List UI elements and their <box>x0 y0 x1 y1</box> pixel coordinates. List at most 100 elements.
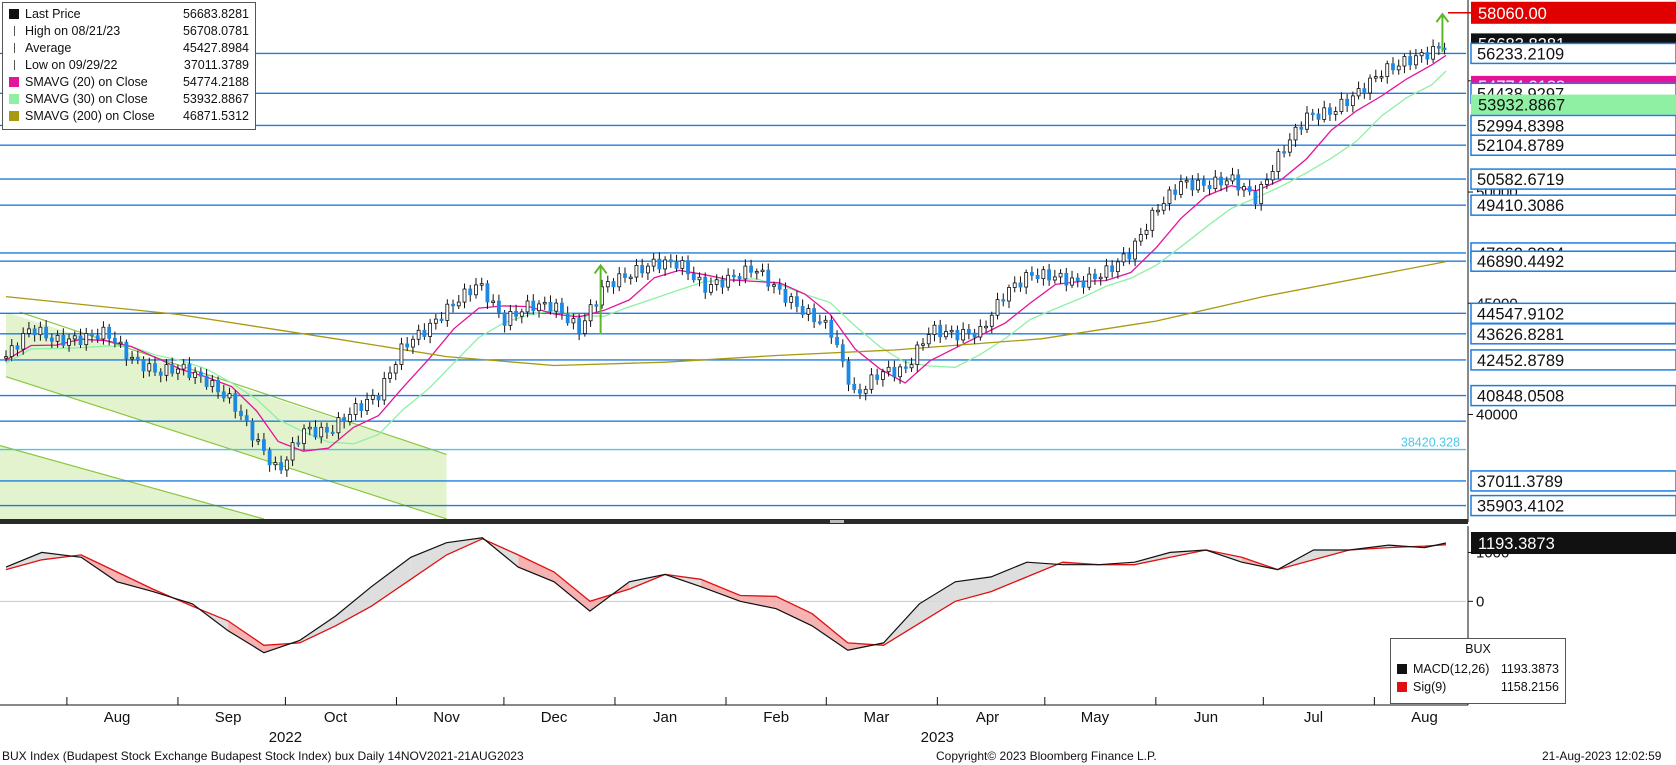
trend-line-lower <box>0 445 265 520</box>
level-label-box <box>1470 494 1676 517</box>
candle-down <box>1190 180 1195 191</box>
candle-up <box>347 414 352 422</box>
macd-legend: BUX MACD(12,26) 1193.3873 Sig(9) 1158.2156 <box>1390 638 1566 704</box>
candle-down <box>1442 47 1447 51</box>
candle-down <box>674 261 679 269</box>
candle-up <box>462 288 467 303</box>
candle-down <box>531 300 536 312</box>
candle-down <box>313 426 318 438</box>
candle-down <box>703 276 708 293</box>
level-label: 50582.6719 <box>1477 171 1564 189</box>
candle-up <box>542 301 547 305</box>
candle-up <box>84 333 89 346</box>
x-axis-month-label: Dec <box>541 709 568 726</box>
candle-up <box>926 334 931 345</box>
level-label-box <box>1470 349 1676 371</box>
candle-down <box>1001 299 1006 302</box>
candle-up <box>961 329 966 341</box>
candle-up <box>1115 261 1120 273</box>
target-label-box <box>1471 1 1676 24</box>
macd-histogram-fill <box>740 595 777 609</box>
candle-up <box>806 308 811 315</box>
level-label: 37011.3789 <box>1477 473 1563 491</box>
macd-histogram-fill <box>1134 552 1171 565</box>
candle-up <box>1350 95 1355 107</box>
candle-down <box>835 336 839 346</box>
candle-up <box>932 324 937 335</box>
candle-down <box>657 258 662 270</box>
up-arrow-aug-head <box>1435 12 1450 23</box>
candle-up <box>1276 151 1281 172</box>
candle-up <box>978 326 983 338</box>
candle-up <box>1024 272 1029 288</box>
candle-up <box>588 304 593 322</box>
candle-down <box>279 462 284 471</box>
candle-down <box>1207 184 1212 189</box>
candle-up <box>181 363 186 370</box>
candle-down <box>216 380 220 393</box>
candle-up <box>1264 179 1269 185</box>
level-label-inline: 38420.328 <box>1401 436 1460 450</box>
candle-up <box>754 271 759 274</box>
candle-up <box>456 301 461 307</box>
candle-up <box>1121 253 1126 263</box>
candle-down <box>61 334 66 346</box>
trend-channel-lower <box>5 376 447 520</box>
candle-down <box>1408 56 1413 66</box>
macd-legend-value: 1193.3873 <box>1500 662 1559 676</box>
candle-down <box>1018 282 1023 288</box>
footer-description: BUX Index (Budapest Stock Exchange Budap… <box>2 749 524 763</box>
panel-divider <box>0 519 1468 524</box>
candle-up <box>651 258 656 267</box>
candle-down <box>1075 277 1080 282</box>
candle-down <box>1425 52 1430 60</box>
candle-down <box>577 318 582 334</box>
candle-up <box>388 372 392 379</box>
average-marker-icon <box>14 43 15 53</box>
candle-up <box>1431 46 1436 60</box>
candle-up <box>411 338 415 348</box>
x-axis-month-label: Apr <box>976 709 999 726</box>
candle-up <box>995 299 1000 316</box>
candle-up <box>193 371 198 378</box>
price-legend-name: SMAVG (30) on Close <box>25 92 148 106</box>
candle-up <box>989 314 994 327</box>
candle-down <box>800 306 805 315</box>
price-legend-value: 54774.2188 <box>182 75 249 89</box>
macd-histogram-fill <box>811 613 848 651</box>
candle-up <box>1007 287 1011 302</box>
panel-divider-grip <box>830 520 844 523</box>
candle-down <box>1236 174 1241 191</box>
level-label: 49410.3086 <box>1477 197 1564 215</box>
macd-legend-name: Sig(9) <box>1413 680 1447 694</box>
candle-up <box>1356 88 1361 97</box>
candle-up <box>1305 112 1309 130</box>
sma200-line <box>5 260 1447 367</box>
macd-histogram-fill <box>991 562 1027 592</box>
candle-up <box>714 279 719 285</box>
candle-down <box>107 326 112 339</box>
candle-down <box>153 363 157 373</box>
footer-copyright: Copyright© 2023 Bloomberg Finance L.P. <box>936 749 1157 763</box>
candle-up <box>67 338 71 346</box>
candle-down <box>1345 98 1350 107</box>
price-legend-value: 56683.8281 <box>182 7 249 21</box>
candle-down <box>548 301 553 312</box>
candle-up <box>433 318 438 324</box>
candle-down <box>1253 190 1258 205</box>
candle-down <box>250 420 255 441</box>
candle-up <box>1012 282 1017 288</box>
candle-down <box>846 360 851 385</box>
candle-up <box>525 300 530 313</box>
candle-up <box>760 269 765 273</box>
candle-down <box>565 313 570 324</box>
candle-down <box>1047 269 1052 281</box>
candle-down <box>514 311 518 317</box>
candle-up <box>319 426 324 438</box>
trend-channel-fill <box>6 312 447 519</box>
candle-up <box>709 284 713 293</box>
candle-up <box>944 331 948 338</box>
candle-down <box>95 335 100 340</box>
candle-down <box>955 329 960 341</box>
candle-down <box>852 383 857 390</box>
